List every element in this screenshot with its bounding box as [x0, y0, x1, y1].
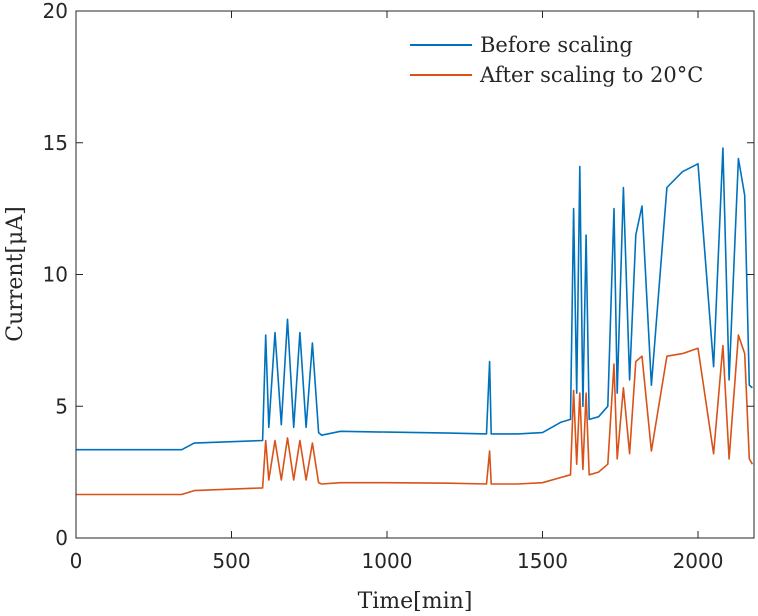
y-axis-label: Current[μA] [3, 206, 28, 341]
legend-label-before-scaling: Before scaling [480, 33, 633, 57]
x-tick-label: 2000 [673, 549, 724, 573]
x-tick-label: 1000 [362, 549, 413, 573]
y-tick-label: 15 [43, 131, 68, 155]
tick-labels-layer: 0 500 1000 1500 2000 0 5 10 15 20 [43, 0, 724, 573]
y-tick-label: 20 [43, 0, 68, 23]
y-tick-label: 5 [55, 394, 68, 418]
series-layer [76, 147, 754, 496]
x-tick-label: 500 [212, 549, 250, 573]
y-tick-label: 10 [43, 263, 68, 287]
series-line-after-scaling [76, 334, 754, 496]
plot-background [76, 11, 754, 538]
legend-label-after-scaling: After scaling to 20°C [479, 63, 703, 87]
x-tick-label: 0 [70, 549, 83, 573]
ticks-layer [75, 10, 754, 539]
series-line-before-scaling [76, 147, 753, 451]
y-tick-label: 0 [55, 526, 68, 550]
legend: Before scaling After scaling to 20°C [410, 33, 703, 87]
x-axis-label: Time[min] [358, 589, 473, 614]
x-tick-label: 1500 [517, 549, 568, 573]
